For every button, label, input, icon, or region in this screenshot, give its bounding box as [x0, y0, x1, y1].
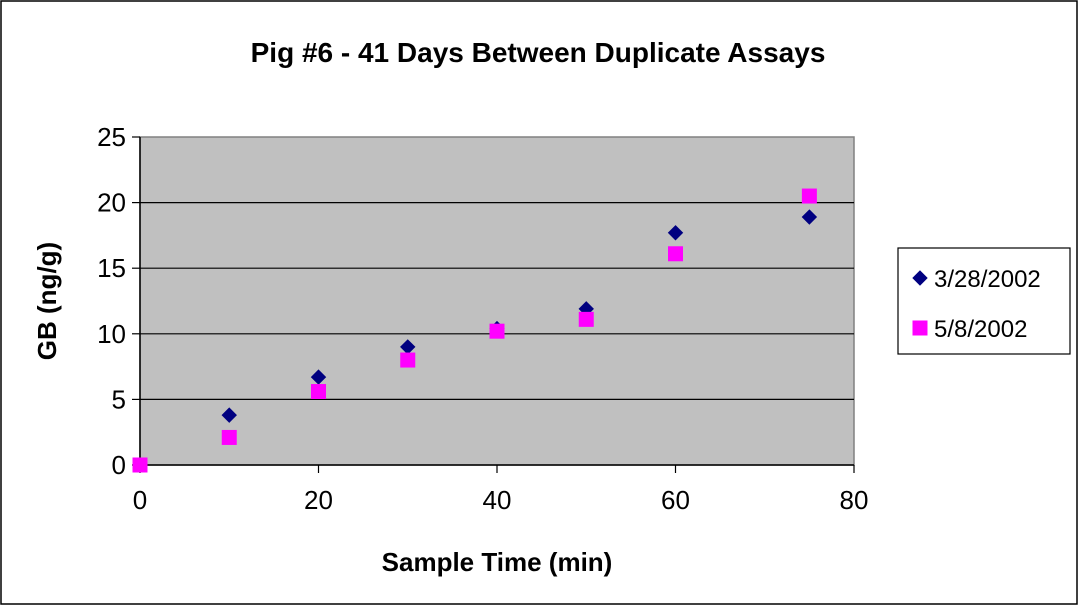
- x-tick-label: 0: [133, 485, 147, 515]
- x-tick-label: 40: [483, 485, 512, 515]
- data-markers: [132, 188, 818, 473]
- plot-area: [139, 136, 855, 466]
- data-point-series-2: [311, 384, 326, 400]
- y-tick-label: 0: [112, 450, 126, 480]
- y-tick-labels: 0 5 10 15 20 25: [97, 122, 140, 480]
- x-tick-label: 20: [304, 485, 333, 515]
- legend-marker: [912, 270, 928, 286]
- x-tick-label: 80: [840, 485, 869, 515]
- data-point-series-2: [801, 188, 817, 204]
- data-point-series-2: [400, 352, 416, 368]
- legend-label: 5/8/2002: [934, 316, 1027, 343]
- data-point-series-1: [801, 209, 818, 225]
- data-point-series-2: [578, 311, 594, 327]
- y-axis-title: GB (ng/g): [32, 242, 62, 360]
- chart-title: Pig #6 - 41 Days Between Duplicate Assay…: [251, 37, 826, 68]
- y-tick-label: 25: [97, 122, 126, 152]
- legend-marker: [912, 320, 928, 336]
- legend: 3/28/2002 5/8/2002: [897, 247, 1071, 355]
- data-point-series-2: [489, 323, 505, 339]
- y-tick-label: 5: [112, 384, 126, 414]
- x-axis-title: Sample Time (min): [382, 547, 613, 577]
- legend-label: 3/28/2002: [934, 266, 1041, 293]
- y-tick-label: 20: [97, 188, 126, 218]
- data-point-series-1: [221, 407, 237, 423]
- y-tick-label: 15: [97, 253, 126, 283]
- data-point-series-2: [132, 457, 148, 473]
- legend-box: [897, 247, 1071, 355]
- x-tick-labels: 0 20 40 60 80: [133, 465, 869, 515]
- x-tick-label: 60: [661, 485, 690, 515]
- y-tick-label: 10: [97, 319, 126, 349]
- data-point-series-1: [667, 225, 684, 241]
- data-point-series-2: [668, 246, 683, 262]
- data-point-series-2: [221, 429, 237, 445]
